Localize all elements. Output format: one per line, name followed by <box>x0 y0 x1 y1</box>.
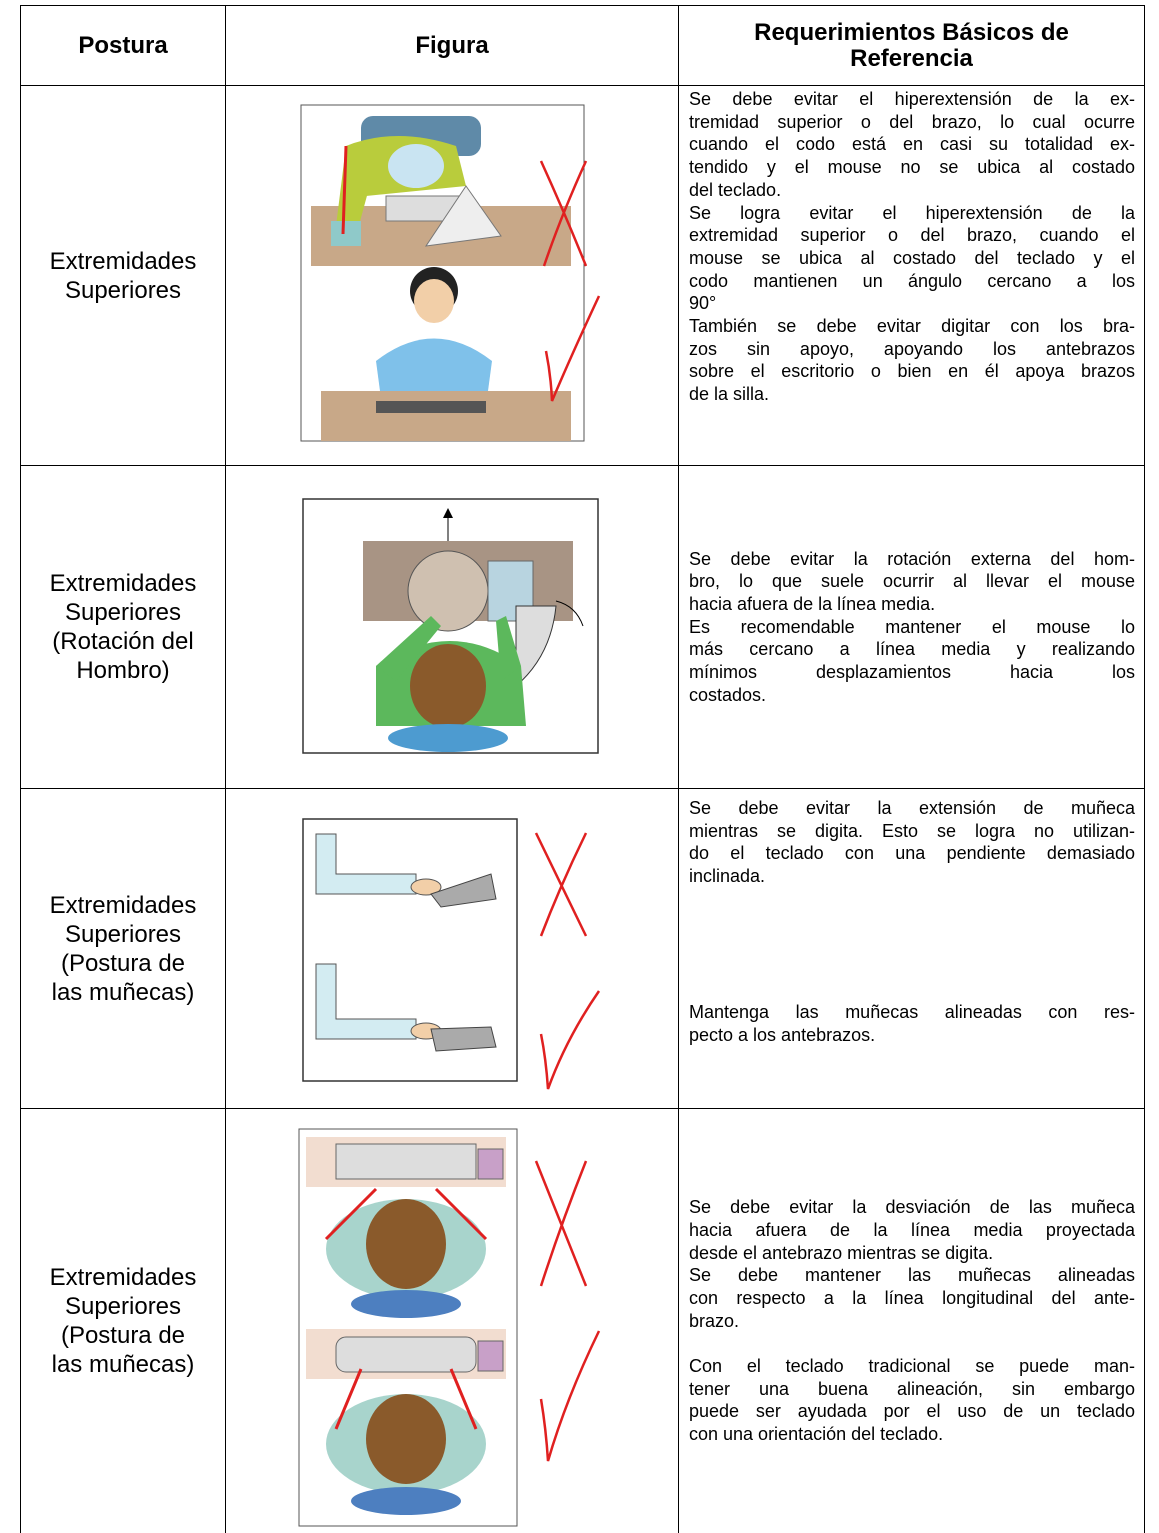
posture-line: (Postura de <box>21 1321 225 1350</box>
posture-line: (Postura de <box>21 949 225 978</box>
header-cell: Figura <box>226 6 679 86</box>
text-line: Se debe evitar la rotación externa del h… <box>689 548 1135 571</box>
text-line: Se debe evitar el hiperextensión de la e… <box>689 88 1135 111</box>
text-line: del teclado. <box>689 179 1135 202</box>
text-line: mouse se ubica al costado del teclado y … <box>689 247 1135 270</box>
posture-line: las muñecas) <box>21 1350 225 1379</box>
text-line: bro, lo que suele ocurrir al llevar el m… <box>689 570 1135 593</box>
figure-cell <box>226 789 679 1109</box>
text-line: con una orientación del teclado. <box>689 1423 1135 1446</box>
header-row: Postura Figura Requerimientos Básicos de… <box>21 6 1145 86</box>
text-line: Con el teclado tradicional se puede man- <box>689 1355 1135 1378</box>
text-line: tendido y el mouse no se ubica al costad… <box>689 156 1135 179</box>
text-line: sobre el escritorio o bien en él apoya b… <box>689 360 1135 383</box>
paragraph: Se debe evitar el hiperextensión de la e… <box>689 88 1135 202</box>
posture-line: Extremidades <box>21 891 225 920</box>
paragraph: Con el teclado tradicional se puede man-… <box>689 1355 1135 1446</box>
text-line: inclinada. <box>689 865 1135 888</box>
text-line: desde el antebrazo mientras se digita. <box>689 1242 1135 1265</box>
text-line: mientras se digita. Esto se logra no uti… <box>689 820 1135 843</box>
text-line: pecto a los antebrazos. <box>689 1024 1135 1047</box>
paragraph: Se debe evitar la desviación de las muñe… <box>689 1196 1135 1264</box>
text-line: Se debe mantener las muñecas alineadas <box>689 1264 1135 1287</box>
header-cell: Requerimientos Básicos de Referencia <box>679 6 1145 86</box>
text-line: hacia afuera de la línea media proyectad… <box>689 1219 1135 1242</box>
posture-line: (Rotación del <box>21 627 225 656</box>
text-line: extremidad superior o del brazo, cuando … <box>689 224 1135 247</box>
text-line: También se debe evitar digitar con los b… <box>689 315 1135 338</box>
text-line: tener una buena alineación, sin embargo <box>689 1378 1135 1401</box>
text-line: 90° <box>689 292 1135 315</box>
text-line: do el teclado con una pendiente demasiad… <box>689 842 1135 865</box>
figure-cell <box>226 1109 679 1533</box>
figure-cell <box>226 86 679 466</box>
description-cell: Se debe evitar la rotación externa del h… <box>679 466 1145 789</box>
text-line: hacia afuera de la línea media. <box>689 593 1135 616</box>
paragraph: Se debe evitar la rotación externa del h… <box>689 548 1135 616</box>
header-cell: Postura <box>21 6 226 86</box>
figure <box>226 466 678 787</box>
text-line: brazo. <box>689 1310 1135 1333</box>
figure-cell <box>226 466 679 789</box>
text-line: Se debe evitar la extensión de muñeca <box>689 797 1135 820</box>
description-cell: Se debe evitar el hiperextensión de la e… <box>679 86 1145 466</box>
paragraph: También se debe evitar digitar con los b… <box>689 315 1135 406</box>
text-line: puede ser ayudada por el uso de un tecla… <box>689 1400 1135 1423</box>
posture-line: Superiores <box>21 920 225 949</box>
figure <box>226 1109 678 1533</box>
posture-line: Superiores <box>21 598 225 627</box>
text-line: mínimos desplazamientos hacia los <box>689 661 1135 684</box>
text-line: Es recomendable mantener el mouse lo <box>689 616 1135 639</box>
text-line: de la silla. <box>689 383 1135 406</box>
paragraph: Mantenga las muñecas alineadas con res-p… <box>689 1001 1135 1046</box>
figure <box>226 789 678 1107</box>
text-line: más cercano a línea media y realizando <box>689 638 1135 661</box>
figure <box>226 86 678 464</box>
text-line: Se logra evitar el hiperextensión de la <box>689 202 1135 225</box>
posture-line: Extremidades <box>21 247 225 276</box>
text-line: Se debe evitar la desviación de las muñe… <box>689 1196 1135 1219</box>
text-line: codo mantienen un ángulo cercano a los <box>689 270 1135 293</box>
text-line: con respecto a la línea longitudinal del… <box>689 1287 1135 1310</box>
ergonomics-table: Postura Figura Requerimientos Básicos de… <box>20 5 1145 1533</box>
posture-line: Extremidades <box>21 1263 225 1292</box>
posture-line: Superiores <box>21 276 225 305</box>
description-cell: Se debe evitar la desviación de las muñe… <box>679 1109 1145 1533</box>
text-line: tremidad superior o del brazo, lo cual o… <box>689 111 1135 134</box>
text-line: zos sin apoyo, apoyando los antebrazos <box>689 338 1135 361</box>
posture-line: Extremidades <box>21 569 225 598</box>
posture-line: las muñecas) <box>21 978 225 1007</box>
text-line: cuando el codo está en casi su totalidad… <box>689 133 1135 156</box>
text-line: Mantenga las muñecas alineadas con res- <box>689 1001 1135 1024</box>
posture-line: Superiores <box>21 1292 225 1321</box>
posture-line: Hombro) <box>21 656 225 685</box>
text-line: costados. <box>689 684 1135 707</box>
